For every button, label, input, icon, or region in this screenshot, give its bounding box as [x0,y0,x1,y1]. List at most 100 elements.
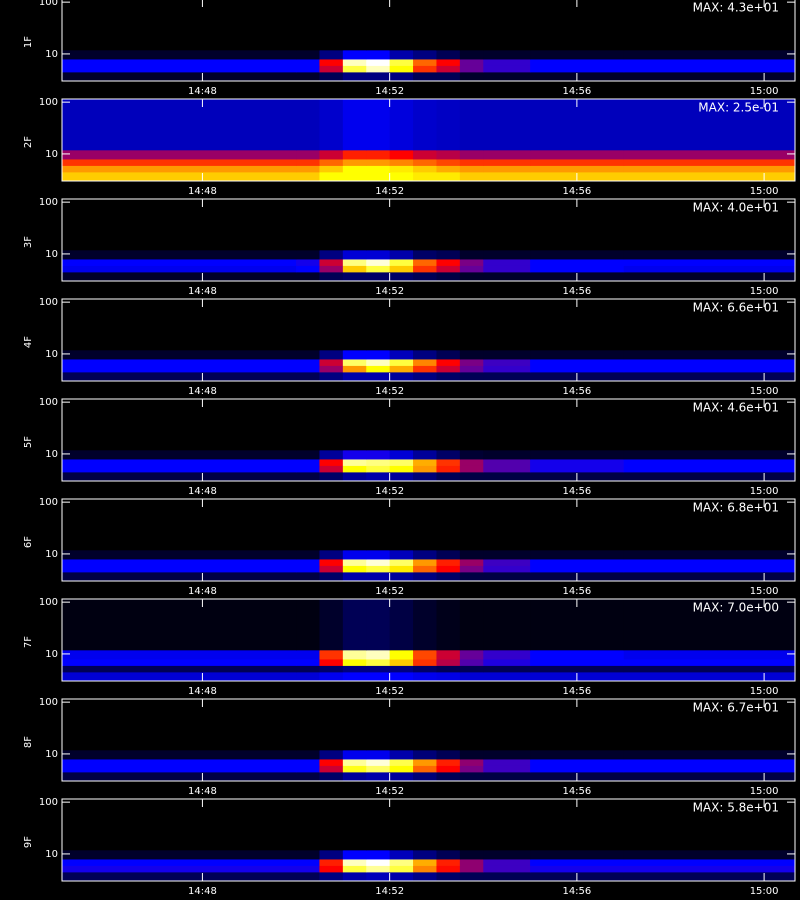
heatmap-cell [483,765,531,773]
heatmap-cell [483,749,531,760]
heatmap-cell [342,65,367,73]
heatmap-cell [436,365,461,373]
heatmap-cell [296,599,320,651]
heatmap-cell [483,699,531,751]
heatmap-cell [389,699,414,751]
heatmap-cell [62,549,297,560]
heatmap-cell [413,558,437,566]
heatmap-cell [436,271,461,282]
heatmap-cell [296,465,320,473]
heatmap-cell [342,258,367,266]
heatmap-cell [319,565,344,573]
heatmap-cell [296,749,320,760]
x-tick-label: 15:00 [750,186,779,197]
heatmap-cell [389,571,414,582]
heatmap-cell [623,158,796,166]
heatmap-cell [319,599,344,651]
heatmap-cell [483,758,531,766]
heatmap-cell [366,149,391,160]
heatmap-cell [459,858,484,866]
heatmap-cell [296,758,320,766]
heatmap-cell [623,371,796,382]
heatmap-cell [459,271,484,282]
heatmap-cell [319,365,344,373]
heatmap-cell [483,49,531,60]
heatmap-cell [413,0,437,51]
panel: 10 100 14:48 14:52 14:56 15:00 MAX: 6.7e+01 8F [23,697,796,797]
panel: 10 100 14:48 14:52 14:56 15:00 MAX: 5.8e+01 9F [23,797,796,897]
heatmap-cell [319,765,344,773]
heatmap-cell [459,558,484,566]
heatmap-cell [342,558,367,566]
heatmap-cell [413,449,437,460]
heatmap-cell [623,765,796,773]
heatmap-cell [389,158,414,166]
heatmap-cell [436,99,461,151]
heatmap-cell [342,158,367,166]
heatmap-cell [62,649,297,660]
heatmap-cell [459,849,484,860]
heatmap-cell [366,871,391,882]
heatmap-cell [530,565,625,573]
heatmap-cell [623,65,796,73]
heatmap-cell [530,849,625,860]
heatmap-cell [319,58,344,66]
heatmap-cell [436,571,461,582]
heatmap-cell [319,449,344,460]
heatmap-cell [296,371,320,382]
y-axis-label: 5F [23,436,34,448]
heatmap-cell [62,171,297,182]
panel: 10 100 14:48 14:52 14:56 15:00 MAX: 4.6e+01 5F [23,397,796,497]
heatmap-cell [413,299,437,351]
heatmap-cell [366,249,391,260]
heatmap-cell [413,249,437,260]
heatmap-cell [413,399,437,451]
heatmap-cell [459,349,484,360]
heatmap-cell [459,865,484,873]
heatmap-cell [413,749,437,760]
heatmap-cell [459,0,484,51]
heatmap-cell [319,558,344,566]
heatmap-cell [623,249,796,260]
heatmap-cell [436,165,461,173]
heatmap-cell [319,49,344,60]
heatmap-cell [366,71,391,82]
heatmap-cell [623,449,796,460]
heatmap-cell [623,299,796,351]
panel: 10 100 14:48 14:52 14:56 15:00 MAX: 7.0e+00 7F [23,597,796,697]
heatmap-cell [530,658,625,666]
heatmap-cell [483,465,531,473]
heatmap-cell [436,58,461,66]
heatmap-cell [459,471,484,482]
x-tick-label: 14:52 [375,686,404,697]
heatmap-cell [389,71,414,82]
plot-frame [61,498,796,582]
heatmap-cell [62,799,297,851]
y-tick-label: 100 [39,297,58,308]
heatmap-cell [623,258,796,266]
heatmap-cell [389,765,414,773]
heatmap-cell [623,799,796,851]
heatmap-cell [296,58,320,66]
heatmap-cell [366,371,391,382]
heatmap-cell [413,571,437,582]
heatmap-cell [389,365,414,373]
heatmap-cell [436,671,461,682]
heatmap-cell [389,149,414,160]
heatmap-cell [530,149,625,160]
heatmap-cell [459,665,484,673]
heatmap-cell [366,358,391,366]
x-tick-label: 15:00 [750,486,779,497]
heatmap-cell [62,849,297,860]
max-label: MAX: 6.8e+01 [693,501,779,515]
heatmap-cell [366,699,391,751]
heatmap-cell [623,71,796,82]
heatmap-cell [389,871,414,882]
x-tick-label: 14:48 [188,686,217,697]
panel: 10 100 14:48 14:52 14:56 15:00 MAX: 2.5e-01 2F [23,97,796,197]
heatmap-cell [459,799,484,851]
heatmap-cell [296,349,320,360]
max-label: MAX: 4.6e+01 [693,401,779,415]
heatmap-cell [389,299,414,351]
y-tick-label: 10 [45,549,58,560]
